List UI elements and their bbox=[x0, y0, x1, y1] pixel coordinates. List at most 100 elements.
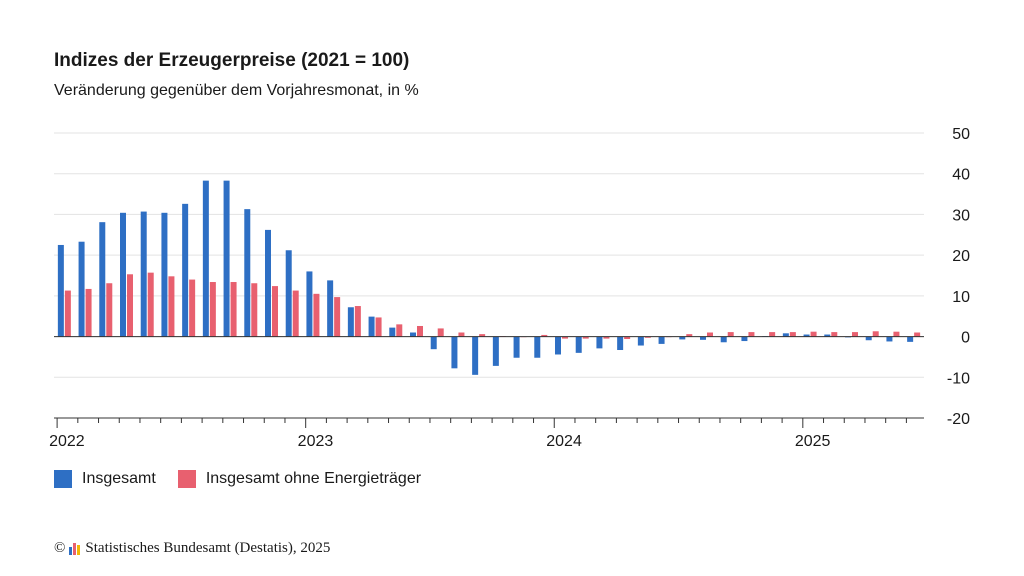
legend-label-ohne-energie: Insgesamt ohne Energieträger bbox=[205, 470, 422, 487]
bar-ohne-energie bbox=[375, 317, 382, 337]
bar-insgesamt bbox=[824, 334, 831, 337]
bar-insgesamt bbox=[161, 212, 168, 337]
bar-ohne-energie bbox=[272, 286, 278, 337]
bar-insgesamt bbox=[244, 209, 251, 337]
bar-ohne-energie bbox=[603, 336, 610, 339]
bar-insgesamt bbox=[451, 336, 458, 369]
bar-insgesamt bbox=[534, 336, 541, 358]
x-tick-label: 2024 bbox=[546, 433, 582, 450]
bar-ohne-energie bbox=[893, 331, 900, 337]
bar-ohne-energie bbox=[64, 290, 71, 337]
bar-ohne-energie bbox=[458, 332, 465, 337]
bar-ohne-energie bbox=[789, 332, 796, 337]
y-tick-label: 50 bbox=[952, 126, 970, 143]
bar-ohne-energie bbox=[334, 297, 341, 337]
bar-insgesamt bbox=[617, 336, 624, 351]
bar-ohne-energie bbox=[562, 336, 568, 339]
bar-insgesamt bbox=[223, 180, 230, 337]
bar-ohne-energie bbox=[727, 332, 734, 337]
bar-insgesamt bbox=[886, 336, 893, 342]
bar-insgesamt bbox=[120, 212, 126, 337]
y-tick-label: 20 bbox=[952, 248, 970, 265]
bar-ohne-energie bbox=[914, 332, 921, 337]
bar-insgesamt bbox=[57, 244, 64, 337]
bar-insgesamt bbox=[782, 333, 789, 337]
bar-insgesamt bbox=[285, 250, 292, 337]
bar-insgesamt bbox=[555, 336, 561, 355]
bar-ohne-energie bbox=[292, 290, 299, 337]
bar-insgesamt bbox=[575, 336, 582, 353]
bar-ohne-energie bbox=[644, 336, 651, 338]
bar-insgesamt bbox=[265, 229, 271, 337]
legend-swatch-insgesamt bbox=[54, 470, 72, 488]
bar-insgesamt bbox=[658, 336, 665, 344]
legend: Insgesamt Insgesamt ohne Energieträger bbox=[54, 470, 443, 488]
bar-ohne-energie bbox=[230, 282, 237, 337]
legend-item-ohne-energie[interactable]: Insgesamt ohne Energieträger bbox=[177, 470, 422, 488]
bar-insgesamt bbox=[430, 336, 437, 350]
bar-ohne-energie bbox=[127, 274, 133, 337]
bar-insgesamt bbox=[720, 336, 727, 343]
bar-insgesamt bbox=[472, 336, 479, 375]
bar-insgesamt bbox=[741, 336, 748, 342]
y-tick-label: 0 bbox=[961, 330, 970, 347]
bar-ohne-energie bbox=[624, 336, 631, 340]
y-tick-label: 40 bbox=[952, 167, 970, 184]
bar-insgesamt bbox=[410, 332, 416, 337]
bar-ohne-energie bbox=[189, 279, 196, 337]
y-tick-label: 10 bbox=[952, 289, 970, 306]
bar-insgesamt bbox=[347, 307, 354, 337]
bar-ohne-energie bbox=[479, 334, 486, 337]
bar-ohne-energie bbox=[313, 293, 320, 337]
bar-ohne-energie bbox=[437, 328, 444, 337]
x-tick-label: 2025 bbox=[795, 433, 831, 450]
bar-insgesamt bbox=[513, 336, 520, 358]
x-tick-label: 2023 bbox=[298, 433, 334, 450]
bar-insgesamt bbox=[327, 280, 334, 337]
bar-insgesamt bbox=[803, 334, 810, 337]
legend-item-insgesamt[interactable]: Insgesamt bbox=[54, 470, 156, 488]
bar-insgesamt bbox=[907, 336, 914, 342]
bar-ohne-energie bbox=[396, 324, 403, 337]
bar-insgesamt bbox=[637, 336, 644, 346]
x-tick-label: 2022 bbox=[49, 433, 85, 450]
y-tick-label: -10 bbox=[947, 370, 970, 387]
source-note: © Statistisches Bundesamt (Destatis), 20… bbox=[54, 540, 330, 557]
bar-ohne-energie bbox=[85, 288, 92, 337]
bar-ohne-energie bbox=[707, 332, 713, 337]
bar-ohne-energie bbox=[168, 276, 175, 337]
copyright-symbol: © bbox=[54, 540, 66, 556]
bar-ohne-energie bbox=[748, 332, 755, 337]
bar-insgesamt bbox=[700, 336, 706, 340]
bar-insgesamt bbox=[492, 336, 499, 366]
chart-title: Indizes der Erzeugerpreise (2021 = 100) bbox=[54, 50, 410, 71]
bar-ohne-energie bbox=[810, 331, 817, 337]
bar-insgesamt bbox=[389, 327, 396, 337]
bar-insgesamt bbox=[306, 271, 313, 337]
bar-ohne-energie bbox=[769, 332, 776, 337]
bar-ohne-energie bbox=[147, 272, 154, 337]
bar-ohne-energie bbox=[417, 325, 423, 337]
bar-insgesamt bbox=[679, 336, 686, 340]
chart-subtitle: Veränderung gegenüber dem Vorjahresmonat… bbox=[54, 82, 419, 99]
bar-ohne-energie bbox=[541, 334, 548, 337]
bar-insgesamt bbox=[182, 203, 189, 337]
bar-ohne-energie bbox=[686, 334, 693, 337]
source-text: Statistisches Bundesamt (Destatis), 2025 bbox=[85, 540, 331, 556]
bar-ohne-energie bbox=[852, 332, 858, 337]
bar-ohne-energie bbox=[251, 283, 258, 337]
y-tick-label: -20 bbox=[947, 411, 970, 428]
bar-ohne-energie bbox=[872, 331, 879, 337]
bar-insgesamt bbox=[99, 222, 106, 337]
bar-ohne-energie bbox=[106, 283, 113, 337]
bar-insgesamt bbox=[202, 180, 209, 337]
bar-insgesamt bbox=[596, 336, 603, 349]
y-tick-label: 30 bbox=[952, 207, 970, 224]
legend-label-insgesamt: Insgesamt bbox=[82, 470, 156, 487]
bar-insgesamt bbox=[865, 336, 872, 341]
legend-swatch-ohne-energie bbox=[177, 470, 196, 488]
bar-insgesamt bbox=[140, 211, 147, 337]
bar-insgesamt bbox=[78, 241, 85, 337]
bar-ohne-energie bbox=[354, 306, 361, 337]
